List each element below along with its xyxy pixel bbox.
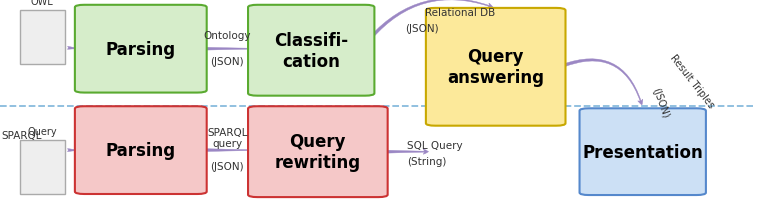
Text: Presentation: Presentation [583,143,703,161]
Text: Ontology: Ontology [204,31,251,41]
Text: OWL: OWL [30,0,54,7]
Text: (JSON): (JSON) [211,57,244,67]
FancyBboxPatch shape [75,6,207,93]
Text: (JSON): (JSON) [406,24,439,34]
Text: Parsing: Parsing [106,41,176,58]
Text: Result Triples: Result Triples [668,53,716,110]
FancyBboxPatch shape [426,9,566,126]
FancyBboxPatch shape [248,6,374,96]
Text: SQL Query: SQL Query [407,140,463,150]
Text: (JSON): (JSON) [651,86,671,119]
FancyBboxPatch shape [20,11,65,65]
Text: (JSON): (JSON) [211,161,244,171]
Text: Query
answering: Query answering [447,48,544,87]
FancyBboxPatch shape [75,107,207,194]
FancyBboxPatch shape [20,140,65,194]
Text: Relational DB: Relational DB [425,8,495,18]
Text: SPARQL: SPARQL [2,130,42,140]
Text: Classifi-
cation: Classifi- cation [274,32,349,70]
Text: Parsing: Parsing [106,142,176,159]
Text: (String): (String) [407,157,446,167]
Text: SPARQL
query: SPARQL query [207,127,247,149]
Text: Query
rewriting: Query rewriting [275,133,361,171]
FancyBboxPatch shape [580,109,706,195]
FancyBboxPatch shape [248,107,388,197]
Text: Query: Query [27,126,57,136]
